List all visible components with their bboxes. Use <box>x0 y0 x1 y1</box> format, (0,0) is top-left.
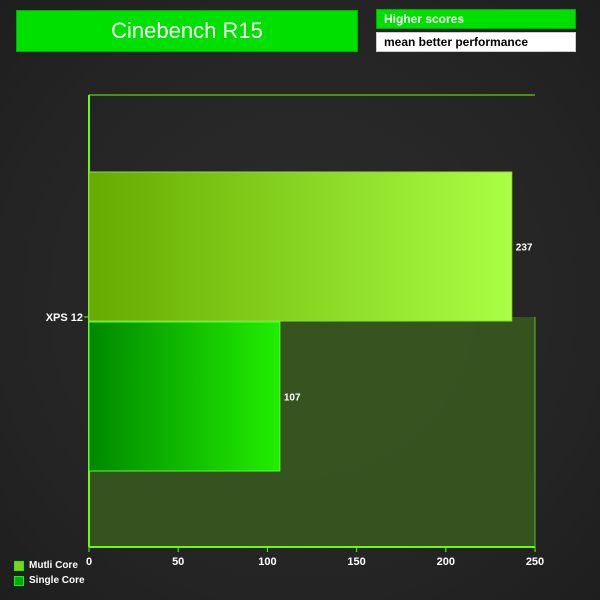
legend-label-multi-core: Mutli Core <box>29 560 78 571</box>
legend-swatch-single-core <box>14 575 24 586</box>
x-tick-label-5: 250 <box>526 556 544 568</box>
x-tick-label-2: 100 <box>258 556 276 568</box>
note-better-performance: mean better performance <box>376 32 576 52</box>
x-tick-label-0: 0 <box>86 556 92 568</box>
legend: Mutli Core Single Core <box>14 559 85 589</box>
x-tick-label-4: 200 <box>437 556 455 568</box>
y-tick-label: XPS 12 <box>46 312 83 324</box>
data-label-1: 107 <box>284 393 301 404</box>
bar-multi-core <box>88 171 513 322</box>
note-higher-scores: Higher scores <box>376 9 576 29</box>
chart-title: Cinebench R15 <box>16 10 358 52</box>
x-tick-label-1: 50 <box>172 556 184 568</box>
legend-item-single-core: Single Core <box>14 574 85 587</box>
data-label-0: 237 <box>516 243 533 254</box>
x-tick-label-3: 150 <box>347 556 365 568</box>
legend-swatch-multi-core <box>14 560 24 571</box>
legend-label-single-core: Single Core <box>29 575 85 586</box>
legend-item-multi-core: Mutli Core <box>14 559 85 572</box>
bar-single-core <box>88 321 281 472</box>
